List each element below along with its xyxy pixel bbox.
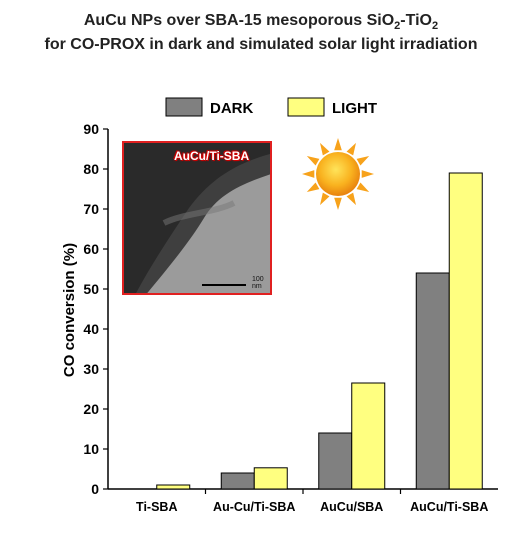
tem-micrograph-inset: AuCu/Ti-SBA 100 nm — [122, 141, 272, 295]
bar-dark-1 — [220, 472, 255, 490]
chart-legend: DARK LIGHT — [165, 97, 377, 117]
sun-ray — [302, 170, 315, 178]
chart-title-line2: for CO-PROX in dark and simulated solar … — [44, 36, 478, 53]
tem-scale-bar — [202, 284, 246, 286]
sun-disc — [316, 152, 360, 196]
y-tick-label: 80 — [83, 161, 99, 177]
sun-ray — [306, 156, 320, 166]
sun-ray — [306, 182, 320, 192]
bar-light-3 — [448, 172, 483, 490]
title-sub-b: 2 — [432, 20, 439, 33]
tem-image — [124, 143, 270, 293]
sun-ray — [334, 197, 342, 210]
sun-ray — [356, 182, 370, 192]
y-tick-label: 50 — [83, 281, 99, 297]
y-axis-label: CO conversion (%) — [61, 243, 78, 377]
x-tick-label: Ti-SBA — [136, 500, 177, 514]
bar-light-2 — [351, 382, 386, 490]
bar-light-0 — [156, 484, 191, 490]
y-tick-label: 10 — [83, 441, 99, 457]
legend-swatch-1 — [287, 97, 325, 117]
sun-ray — [320, 142, 330, 156]
title-sub-a: 2 — [394, 20, 401, 33]
x-tick-label: AuCu/SBA — [320, 500, 383, 514]
title-text-a: AuCu NPs over SBA-15 mesoporous SiO — [83, 12, 395, 29]
x-tick-label: Au-Cu/Ti-SBA — [213, 500, 295, 514]
bar-light-1 — [253, 467, 288, 490]
y-tick-label: 30 — [83, 361, 99, 377]
sun-ray — [346, 192, 356, 206]
sun-ray — [346, 142, 356, 156]
y-tick-label: 90 — [83, 121, 99, 137]
legend-swatch-0 — [165, 97, 203, 117]
legend-label-1: LIGHT — [332, 100, 377, 117]
chart-axes: 0 10 20 30 40 50 60 70 80 90 Ti-SBA Au-Cu/Ti-SBA AuC… — [83, 121, 498, 514]
y-tick-label: 40 — [83, 321, 99, 337]
x-tick-label: AuCu/Ti-SBA — [410, 500, 488, 514]
sun-icon — [302, 138, 374, 210]
bar-dark-2 — [318, 432, 353, 490]
y-tick-label: 0 — [91, 481, 99, 497]
sun-ray — [356, 156, 370, 166]
sun-ray — [334, 138, 342, 151]
y-tick-label: 60 — [83, 241, 99, 257]
title-text-b: -TiO — [400, 12, 432, 29]
chart-bars — [156, 172, 483, 490]
tem-inset-label: AuCu/Ti-SBA — [174, 149, 250, 163]
y-tick-label: 20 — [83, 401, 99, 417]
y-tick-label: 70 — [83, 201, 99, 217]
legend-label-0: DARK — [210, 100, 253, 117]
bar-dark-3 — [415, 272, 450, 490]
sun-ray — [361, 170, 374, 178]
sun-ray — [320, 192, 330, 206]
chart-title-line1: AuCu NPs over SBA-15 mesoporous SiO2-TiO… — [0, 12, 522, 32]
tem-scale-label: 100 nm — [252, 276, 264, 290]
